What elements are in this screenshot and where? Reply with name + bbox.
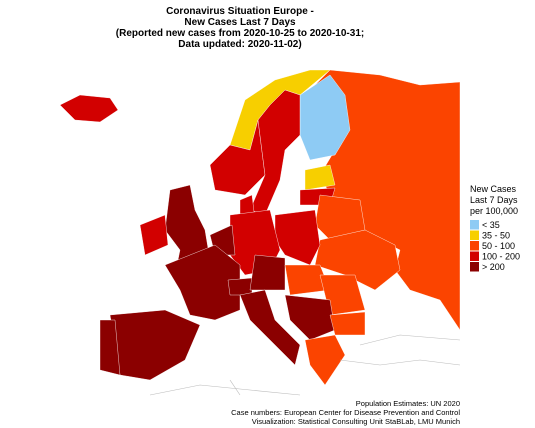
switzerland (227, 277, 253, 296)
africa-outline (149, 379, 301, 396)
legend-swatch (470, 230, 479, 240)
legend-label: 100 - 200 (482, 252, 520, 262)
france (164, 244, 241, 321)
title: New Cases Last 7 Days (184, 17, 296, 28)
legend-title: per 100,000 (470, 206, 518, 216)
portugal (99, 319, 121, 376)
sweden (249, 89, 301, 216)
greece (304, 334, 346, 386)
legend-title: Last 7 Days (470, 195, 518, 205)
iceland (59, 94, 119, 123)
legend-title: New Cases (470, 184, 517, 194)
note: Population Estimates: UN 2020 (356, 399, 460, 408)
norway-south (209, 119, 266, 196)
finland (299, 74, 351, 161)
bulgaria (329, 311, 366, 336)
legend-label: < 35 (482, 220, 500, 230)
countries (59, 69, 461, 396)
baltics-north (304, 164, 336, 191)
note: Visualization: Statistical Consulting Un… (252, 417, 460, 426)
legend-label: 50 - 100 (482, 241, 515, 251)
ireland (139, 214, 169, 256)
balkans (284, 294, 336, 341)
turkey-outline (339, 334, 461, 366)
note: Case numbers: European Center for Diseas… (231, 408, 460, 417)
title: (Reported new cases from 2020-10-25 to 2… (116, 28, 364, 39)
legend-swatch (470, 241, 479, 251)
poland (274, 209, 321, 266)
title: Coronavirus Situation Europe - (166, 6, 314, 17)
legend-swatch (470, 262, 479, 272)
legend-swatch (470, 251, 479, 261)
spain (109, 309, 201, 381)
legend-label: 35 - 50 (482, 231, 510, 241)
legend-swatch (470, 220, 479, 230)
title: Data updated: 2020-11-02) (178, 39, 301, 50)
austria-czechia (249, 254, 286, 291)
legend-label: > 200 (482, 262, 505, 272)
italy (239, 289, 301, 366)
